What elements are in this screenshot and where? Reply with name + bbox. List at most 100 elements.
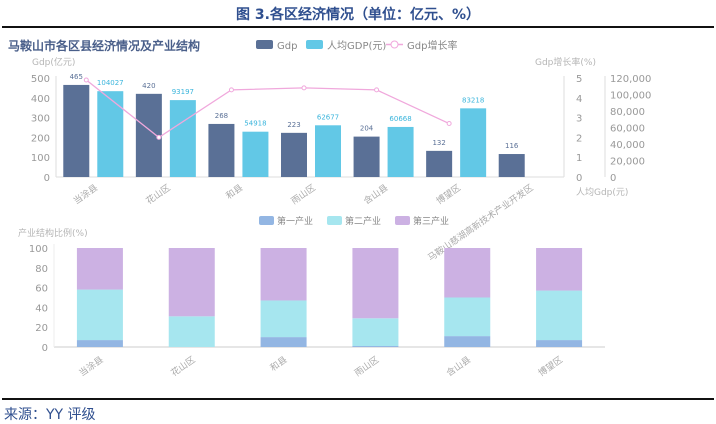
growth-point	[156, 134, 162, 140]
legend-swatch-0	[256, 40, 273, 49]
left-tick-label: 500	[31, 74, 50, 85]
right2-tick-label: 80,000	[610, 107, 645, 118]
growth-line	[85, 79, 450, 139]
stack-segment-3	[352, 248, 399, 319]
y-tick-label: 80	[35, 264, 48, 275]
legend2-swatch-0	[259, 216, 274, 225]
chart-title: 马鞍山市各区县经济情况及产业结构	[8, 38, 200, 53]
gdp-bar	[281, 132, 307, 177]
stack-segment-2	[536, 290, 583, 341]
legend-label-2: Gdp增长率	[407, 39, 457, 52]
stack-segment-3	[76, 248, 123, 290]
growth-point	[446, 121, 452, 127]
x-category-label-2: 和县	[268, 354, 289, 373]
x-category-label: 和县	[224, 182, 245, 201]
chart-canvas: 马鞍山市各区县经济情况及产业结构 Gdp 人均GDP(元) Gdp增长率 Gdp(亿元)…	[8, 38, 651, 379]
stack-segment-2	[444, 297, 491, 337]
right2-tick-label: 20,000	[610, 157, 645, 168]
x-category-label: 含山县	[361, 182, 390, 207]
source-note: 来源：YY 评级	[4, 407, 96, 423]
top-divider	[2, 26, 714, 28]
per-capita-value-label: 60668	[389, 115, 411, 123]
x-category-label-2: 花山区	[168, 354, 197, 379]
y-tick-label: 60	[35, 284, 48, 295]
per-capita-value-label: 104027	[97, 79, 124, 87]
legend-marker-2	[390, 40, 399, 49]
gdp-bar	[426, 150, 453, 177]
per-capita-bar	[387, 126, 414, 177]
x-category-label: 当涂县	[71, 182, 100, 207]
stack-segment-1	[76, 340, 123, 347]
x-category-label-2: 当涂县	[77, 354, 106, 379]
left-tick-label: 400	[31, 94, 50, 105]
x-category-label-2: 雨山区	[353, 354, 381, 379]
right2-tick-label: 40,000	[610, 140, 645, 151]
legend-label-0: Gdp	[277, 41, 297, 52]
legend2-swatch-1	[327, 216, 342, 225]
stack-segment-2	[76, 289, 123, 341]
per-capita-value-label: 54918	[244, 120, 266, 128]
bottom-divider	[2, 398, 714, 400]
figure-title: 图 3.各区经济情况（单位：亿元、%）	[236, 7, 480, 23]
left-tick-label: 200	[31, 133, 50, 144]
right2-tick-label: 120,000	[610, 74, 651, 85]
right2-axis-title: 人均Gdp(元)	[576, 186, 628, 198]
growth-point	[228, 87, 234, 93]
stack-segment-1	[260, 337, 307, 347]
growth-point	[374, 87, 380, 93]
gdp-value-label: 420	[142, 82, 155, 90]
gdp-value-label: 204	[360, 125, 374, 133]
legend2-swatch-2	[395, 216, 410, 225]
stack-segment-2	[168, 316, 215, 347]
gdp-bar	[353, 136, 380, 177]
y-tick-label: 0	[42, 343, 48, 354]
right-tick-label: 4	[576, 94, 582, 105]
stack-segment-1	[352, 346, 399, 347]
right-axis-title: Gdp增长率(%)	[535, 56, 596, 68]
right-tick-label: 5	[576, 74, 582, 85]
legend2-label-2: 第三产业	[413, 215, 449, 227]
stack-segment-2	[260, 300, 307, 338]
gdp-value-label: 223	[287, 121, 300, 129]
per-capita-bar	[97, 91, 124, 177]
stack-segment-3	[536, 248, 583, 291]
per-capita-bar	[169, 100, 196, 177]
right-tick-label: 3	[576, 114, 582, 125]
legend2-label-0: 第一产业	[277, 215, 313, 227]
right2-tick-label: 60,000	[610, 124, 645, 135]
x-category-label: 花山区	[144, 182, 173, 207]
legend-label-1: 人均GDP(元)	[327, 40, 386, 52]
growth-point	[301, 85, 307, 91]
right-tick-label: 1	[576, 153, 582, 164]
right-tick-label: 2	[576, 133, 582, 144]
left-axis-title: Gdp(亿元)	[32, 56, 75, 68]
right2-tick-label: 100,000	[610, 91, 651, 102]
growth-point	[83, 77, 89, 83]
gdp-value-label: 116	[505, 142, 519, 150]
right-tick-label: 0	[576, 173, 582, 184]
per-capita-bar	[460, 108, 487, 177]
stack-segment-3	[260, 248, 307, 301]
y-axis-title: 产业结构比例(%)	[18, 227, 88, 239]
y-tick-label: 20	[35, 323, 48, 334]
left-tick-label: 100	[31, 153, 50, 164]
per-capita-bar	[242, 131, 269, 177]
gdp-bar	[498, 154, 525, 177]
stack-segment-1	[536, 340, 583, 347]
stack-segment-3	[168, 248, 215, 317]
y-tick-label: 100	[29, 244, 48, 255]
left-tick-label: 0	[44, 173, 50, 184]
gdp-value-label: 268	[215, 112, 228, 120]
x-category-label: 博望区	[434, 182, 463, 207]
x-category-label: 雨山区	[289, 182, 317, 207]
x-category-label-2: 含山县	[444, 354, 473, 379]
per-capita-value-label: 93197	[172, 88, 194, 96]
per-capita-bar	[315, 125, 341, 177]
x-category-label-2: 博望区	[536, 354, 565, 379]
left-tick-label: 300	[31, 114, 50, 125]
per-capita-value-label: 83218	[462, 96, 484, 104]
per-capita-value-label: 62677	[317, 113, 339, 121]
legend2-label-1: 第二产业	[345, 215, 381, 227]
stack-segment-2	[352, 318, 399, 347]
stack-segment-3	[444, 248, 491, 298]
